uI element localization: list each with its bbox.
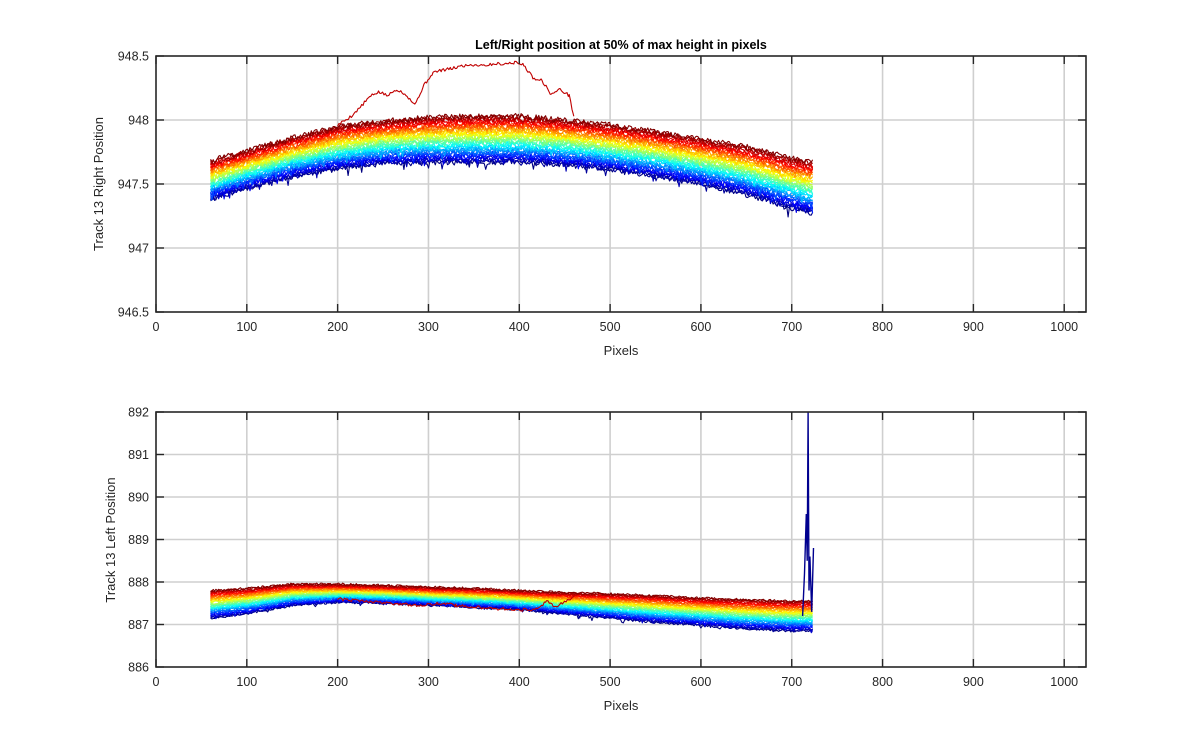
bottom-grid [156,412,1086,667]
bottom-axes: 0 100 200 300 400 500 600 700 800 900 1000 886 887 88… [103,406,1087,713]
bottom-ticks: 0 100 200 300 400 500 600 700 800 900 1000 886 887 88… [128,406,1086,689]
data-series-line [210,143,814,199]
x-tick-label: 800 [872,675,893,689]
x-tick-label: 300 [418,320,439,334]
data-series-line [210,582,813,603]
y-tick-label: 888 [128,576,149,590]
x-tick-label: 200 [327,320,348,334]
top-ticks: 0 100 200 300 400 500 600 700 800 900 1000 946.5 947… [118,50,1086,334]
bottom-y-axis-label: Track 13 Left Position [103,477,118,602]
x-tick-label: 0 [153,675,160,689]
x-tick-label: 600 [690,320,711,334]
x-tick-label: 1000 [1050,320,1078,334]
y-tick-label: 948.5 [118,50,149,64]
x-tick-label: 700 [781,675,802,689]
y-tick-label: 891 [128,448,149,462]
x-tick-label: 400 [509,320,530,334]
x-tick-label: 900 [963,320,984,334]
x-tick-label: 400 [509,675,530,689]
x-tick-label: 500 [600,320,621,334]
outlier-series-line [337,595,575,612]
top-axes: 0 100 200 300 400 500 600 700 800 900 1000 946.5 947… [91,38,1087,358]
outlier-series-line [337,60,575,127]
x-tick-label: 100 [236,320,257,334]
y-tick-label: 948 [128,114,149,128]
chart-title: Left/Right position at 50% of max height… [475,38,767,52]
data-series-line [210,118,814,172]
y-tick-label: 886 [128,661,149,675]
x-tick-label: 600 [690,675,711,689]
x-tick-label: 800 [872,320,893,334]
data-series-line [210,600,813,633]
y-tick-label: 946.5 [118,306,149,320]
top-x-axis-label: Pixels [604,343,639,358]
y-tick-label: 892 [128,406,149,420]
x-tick-label: 500 [600,675,621,689]
y-tick-label: 947.5 [118,178,149,192]
top-y-axis-label: Track 13 Right Position [91,117,106,251]
x-tick-label: 700 [781,320,802,334]
x-tick-label: 1000 [1050,675,1078,689]
bottom-x-axis-label: Pixels [604,698,639,713]
data-series-line [210,595,813,625]
data-series-line [210,137,814,192]
data-series-line [210,112,814,163]
x-tick-label: 100 [236,675,257,689]
data-series-line [210,122,814,175]
x-tick-label: 200 [327,675,348,689]
y-tick-label: 889 [128,533,149,547]
bottom-data-series [210,411,815,634]
y-tick-label: 887 [128,618,149,632]
y-tick-label: 890 [128,491,149,505]
x-tick-label: 900 [963,675,984,689]
x-tick-label: 300 [418,675,439,689]
x-tick-label: 0 [153,320,160,334]
y-tick-label: 947 [128,242,149,256]
top-data-series [209,60,814,218]
